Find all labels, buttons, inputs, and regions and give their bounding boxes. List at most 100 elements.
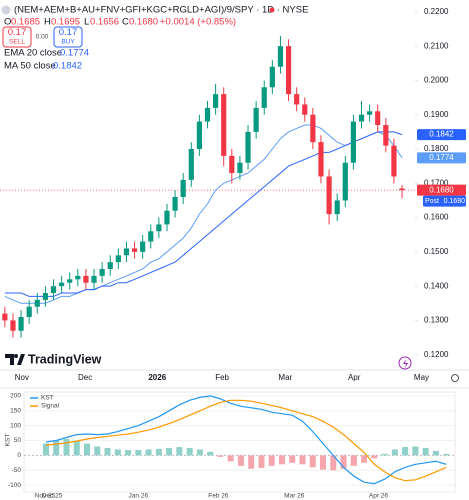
ohlc-value: 0.1656 (90, 17, 119, 28)
candle-body (115, 255, 121, 263)
histogram-bar (125, 450, 132, 456)
y-tick-label: 0.1400 (424, 281, 449, 290)
candle-body (213, 94, 219, 108)
series-line (45, 395, 447, 485)
last-price-badge: 0.1680 (429, 185, 454, 194)
histogram-bar (207, 451, 214, 456)
histogram-bar (381, 453, 388, 456)
legend-value: 0.1774 (60, 48, 89, 59)
candle-body (342, 162, 348, 201)
histogram-bar (412, 446, 419, 456)
candle-body (204, 107, 211, 122)
candle-body (318, 142, 324, 177)
symbol-title: (NEM+AEM+B+AU+FNV+GFI+KGC+RGLD+AGI)/9/SP… (14, 5, 308, 16)
status-dot (269, 7, 275, 13)
candle-body (285, 46, 292, 95)
y-tick-label: 0.2000 (424, 76, 449, 85)
candle-body (140, 241, 146, 252)
candle-body (180, 179, 186, 197)
ohlc-key: C (122, 17, 129, 28)
settings-icon[interactable] (451, 374, 459, 382)
spread: 0.00 (36, 34, 49, 41)
histogram-bar (94, 446, 101, 456)
candle-body (294, 94, 300, 105)
candle-body (99, 269, 105, 276)
ohlc-value: 0.1695 (51, 17, 80, 28)
y-tick-label: -50 (12, 467, 22, 474)
logo: TradingView (5, 352, 102, 366)
logo-dot (14, 354, 18, 358)
candle-body (156, 224, 162, 232)
candle-body (42, 293, 48, 300)
histogram-bar (196, 449, 203, 456)
x-tick-label: Apr 26 (369, 493, 389, 500)
candle-body (334, 200, 340, 215)
y-tick-label: 0.1900 (424, 110, 449, 119)
candle-body (367, 111, 373, 115)
candle-body (310, 114, 316, 143)
alert-bolt (403, 359, 408, 368)
series-price-badge-bg (417, 152, 466, 164)
buy-label: BUY (61, 39, 75, 46)
y-tick-label: 0.1300 (424, 316, 449, 325)
x-tick-label: Feb 26 (208, 493, 229, 500)
candle-body (229, 155, 235, 173)
candle-body (2, 313, 8, 321)
y-tick-label: 0.1200 (424, 350, 449, 359)
x-tick-label: Jan 26 (129, 493, 149, 500)
y-tick-label: 0.2200 (424, 7, 449, 16)
histogram-bar (371, 455, 378, 459)
buy-button[interactable] (53, 26, 83, 48)
histogram-bar (217, 455, 224, 457)
candle-body (18, 317, 24, 331)
histogram-bar (155, 448, 162, 456)
y-tick-label: 150 (10, 407, 21, 414)
histogram-bar (258, 455, 265, 468)
candle-body (26, 306, 32, 317)
candle-body (172, 197, 178, 211)
candle-body (358, 114, 365, 122)
sell-label: SELL (9, 39, 25, 46)
histogram-bar (309, 455, 316, 468)
legend-label: Signal (41, 403, 60, 410)
series-price-badge-bg (417, 129, 466, 141)
histogram-bar (135, 450, 142, 456)
x-tick-label: Apr (348, 373, 361, 382)
symbol-icon (1, 5, 11, 15)
last-price-badge-bg (417, 184, 466, 196)
x-tick-label: Mar (278, 373, 292, 382)
candle-body (164, 210, 170, 225)
candle-body (131, 248, 138, 252)
sell-button[interactable] (2, 26, 32, 48)
legend-label: KST (41, 395, 54, 402)
candle-body (59, 282, 65, 287)
candle-body (196, 121, 202, 149)
post-label: Post (425, 198, 439, 205)
candle-body (375, 111, 381, 125)
sell-price: 0.17 (8, 27, 27, 38)
x-tick-label: Nov 25 (35, 493, 56, 500)
candle-body (326, 176, 332, 215)
histogram-bar (268, 455, 275, 466)
histogram-bar (237, 455, 244, 466)
histogram-bar (299, 455, 306, 465)
histogram-bar (443, 453, 450, 456)
histogram-bar (227, 455, 234, 462)
histogram-bar (114, 449, 121, 456)
x-tick-label: 2026 (148, 373, 166, 382)
candle-body (261, 87, 267, 108)
histogram-bar (186, 447, 193, 456)
histogram-bar (248, 455, 255, 469)
histogram-bar (432, 450, 439, 456)
series-price-badge: 0.1774 (429, 153, 454, 162)
candle-body (221, 94, 227, 156)
candle-body (148, 231, 154, 242)
candle-body (277, 46, 284, 67)
histogram-bar (330, 455, 337, 471)
ohlc-value: 0.1680 (129, 17, 158, 28)
y-tick-label: 50 (14, 437, 22, 444)
candle-body (123, 248, 130, 256)
candle-body (188, 149, 194, 180)
indicator-line (4, 131, 403, 297)
y-tick-label: 0.1600 (424, 213, 449, 222)
